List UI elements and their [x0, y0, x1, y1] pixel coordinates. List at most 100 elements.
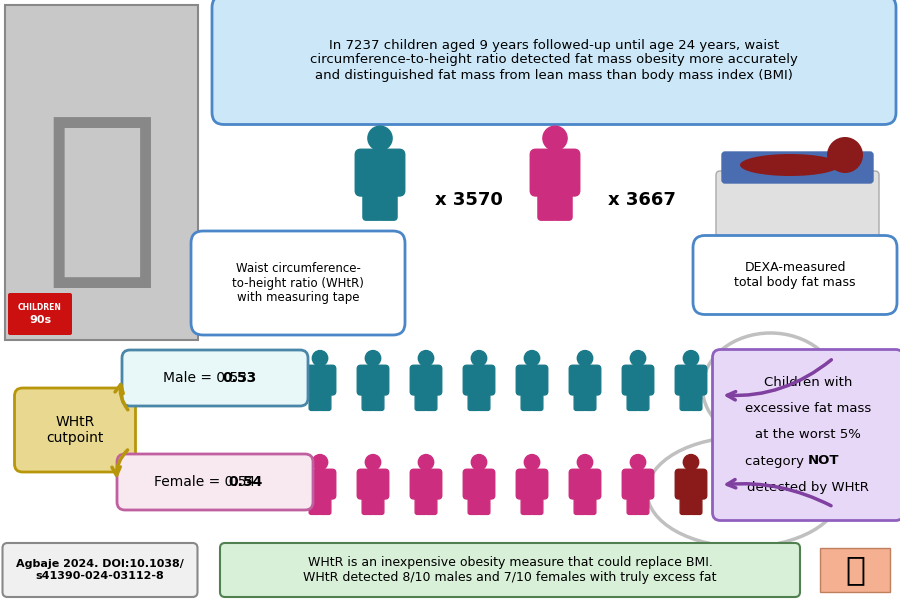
FancyBboxPatch shape	[796, 389, 808, 410]
FancyBboxPatch shape	[734, 389, 745, 410]
FancyBboxPatch shape	[728, 469, 760, 499]
Circle shape	[418, 455, 434, 470]
FancyBboxPatch shape	[690, 493, 702, 514]
Circle shape	[683, 351, 698, 366]
FancyBboxPatch shape	[554, 186, 572, 220]
FancyBboxPatch shape	[796, 493, 808, 514]
Text: 90s: 90s	[29, 315, 51, 325]
FancyBboxPatch shape	[362, 493, 374, 514]
Circle shape	[789, 351, 805, 366]
Text: In 7237 children aged 9 years followed-up until age 24 years, waist
circumferenc: In 7237 children aged 9 years followed-u…	[310, 38, 798, 81]
FancyBboxPatch shape	[787, 389, 798, 410]
FancyBboxPatch shape	[410, 469, 442, 499]
Text: 0.53: 0.53	[223, 371, 257, 385]
FancyBboxPatch shape	[637, 493, 649, 514]
FancyBboxPatch shape	[319, 493, 331, 514]
Circle shape	[630, 455, 645, 470]
FancyBboxPatch shape	[410, 365, 442, 395]
Circle shape	[365, 351, 381, 366]
FancyBboxPatch shape	[722, 152, 873, 183]
Ellipse shape	[740, 154, 840, 176]
FancyBboxPatch shape	[680, 493, 692, 514]
Circle shape	[736, 455, 752, 470]
FancyBboxPatch shape	[569, 469, 601, 499]
FancyBboxPatch shape	[415, 493, 427, 514]
Text: excessive fat mass: excessive fat mass	[745, 402, 871, 416]
FancyBboxPatch shape	[574, 389, 586, 410]
FancyBboxPatch shape	[728, 365, 760, 395]
FancyBboxPatch shape	[622, 469, 653, 499]
FancyBboxPatch shape	[372, 389, 383, 410]
FancyBboxPatch shape	[693, 235, 897, 315]
FancyBboxPatch shape	[464, 365, 495, 395]
FancyBboxPatch shape	[304, 469, 336, 499]
FancyBboxPatch shape	[584, 389, 596, 410]
Text: 0.54: 0.54	[229, 475, 263, 489]
FancyBboxPatch shape	[220, 543, 800, 597]
Text: WHtR is an inexpensive obesity measure that could replace BMI.
WHtR detected 8/1: WHtR is an inexpensive obesity measure t…	[303, 556, 716, 584]
FancyBboxPatch shape	[5, 5, 198, 340]
FancyBboxPatch shape	[478, 389, 490, 410]
Text: Waist circumference-
to-height ratio (WHtR)
with measuring tape: Waist circumference- to-height ratio (WH…	[232, 262, 364, 304]
Circle shape	[736, 351, 752, 366]
FancyBboxPatch shape	[781, 469, 813, 499]
FancyBboxPatch shape	[530, 149, 580, 196]
FancyBboxPatch shape	[117, 454, 313, 510]
FancyBboxPatch shape	[372, 493, 383, 514]
Text: 👧: 👧	[43, 106, 160, 294]
FancyBboxPatch shape	[362, 389, 374, 410]
Text: DEXA-measured
total body fat mass: DEXA-measured total body fat mass	[734, 261, 856, 289]
Circle shape	[418, 351, 434, 366]
FancyBboxPatch shape	[415, 389, 427, 410]
FancyBboxPatch shape	[680, 389, 692, 410]
Text: WHtR
cutpoint: WHtR cutpoint	[46, 415, 104, 445]
FancyBboxPatch shape	[122, 350, 308, 406]
Circle shape	[525, 351, 540, 366]
Text: Agbaje 2024. DOI:10.1038/
s41390-024-03112-8: Agbaje 2024. DOI:10.1038/ s41390-024-031…	[16, 559, 184, 581]
Circle shape	[525, 455, 540, 470]
FancyBboxPatch shape	[468, 389, 480, 410]
FancyBboxPatch shape	[584, 493, 596, 514]
Text: category: category	[745, 455, 808, 468]
FancyBboxPatch shape	[521, 389, 533, 410]
FancyBboxPatch shape	[713, 349, 900, 521]
Circle shape	[368, 126, 392, 150]
Text: x 3570: x 3570	[435, 191, 503, 209]
Text: detected by WHtR: detected by WHtR	[747, 480, 868, 493]
FancyBboxPatch shape	[538, 186, 556, 220]
Circle shape	[827, 137, 863, 173]
FancyBboxPatch shape	[531, 389, 543, 410]
FancyBboxPatch shape	[781, 365, 813, 395]
FancyBboxPatch shape	[357, 469, 389, 499]
FancyBboxPatch shape	[690, 389, 702, 410]
FancyBboxPatch shape	[574, 493, 586, 514]
Circle shape	[365, 455, 381, 470]
FancyBboxPatch shape	[310, 493, 321, 514]
FancyBboxPatch shape	[304, 365, 336, 395]
Text: Children with: Children with	[764, 376, 852, 389]
Circle shape	[577, 351, 593, 366]
Text: x 3667: x 3667	[608, 191, 676, 209]
FancyBboxPatch shape	[675, 365, 706, 395]
FancyBboxPatch shape	[742, 493, 755, 514]
FancyBboxPatch shape	[357, 365, 389, 395]
Text: at the worst 5%: at the worst 5%	[755, 429, 861, 442]
FancyBboxPatch shape	[378, 186, 397, 220]
FancyBboxPatch shape	[191, 231, 405, 335]
FancyBboxPatch shape	[363, 186, 382, 220]
FancyBboxPatch shape	[8, 293, 72, 335]
FancyBboxPatch shape	[627, 493, 639, 514]
Circle shape	[472, 351, 487, 366]
Circle shape	[630, 351, 645, 366]
Circle shape	[577, 455, 593, 470]
FancyBboxPatch shape	[319, 389, 331, 410]
FancyBboxPatch shape	[622, 365, 653, 395]
Circle shape	[312, 351, 328, 366]
FancyBboxPatch shape	[531, 493, 543, 514]
Text: Female = 0.54: Female = 0.54	[155, 475, 256, 489]
FancyBboxPatch shape	[356, 149, 405, 196]
Circle shape	[312, 455, 328, 470]
Circle shape	[683, 455, 698, 470]
Text: Male = 0.53: Male = 0.53	[163, 371, 247, 385]
FancyBboxPatch shape	[820, 548, 890, 592]
